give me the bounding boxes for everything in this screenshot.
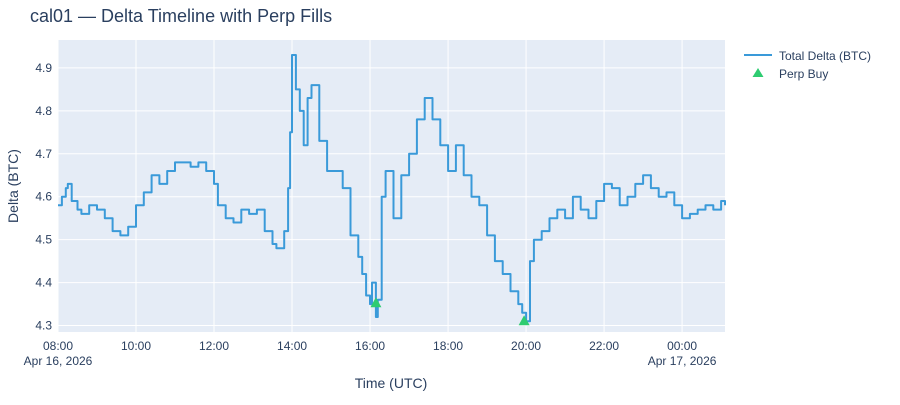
y-axis-ticks: 4.3 4.4 4.5 4.6 4.7 4.8 4.9 <box>35 61 52 333</box>
perp-buy-marker[interactable] <box>370 297 382 308</box>
x-tick-date-label: Apr 17, 2026 <box>648 354 717 368</box>
y-tick-label: 4.8 <box>35 104 52 118</box>
series-layer <box>58 54 726 323</box>
marker-layer <box>370 297 530 326</box>
x-tick-label: 18:00 <box>433 339 463 353</box>
y-tick-label: 4.9 <box>35 61 52 75</box>
grid-lines <box>57 40 725 332</box>
y-tick-label: 4.5 <box>35 233 52 247</box>
legend-triangle-icon <box>752 68 764 77</box>
x-tick-label: 16:00 <box>355 339 385 353</box>
x-tick-label: 14:00 <box>277 339 307 353</box>
y-tick-label: 4.7 <box>35 147 52 161</box>
x-tick-label: 12:00 <box>199 339 229 353</box>
legend-label-perp-buy: Perp Buy <box>779 67 828 81</box>
y-tick-label: 4.6 <box>35 190 52 204</box>
y-tick-label: 4.4 <box>35 276 52 290</box>
x-tick-label: 00:00 <box>667 339 697 353</box>
legend-item-total-delta[interactable]: Total Delta (BTC) <box>744 49 871 63</box>
plot-area[interactable] <box>58 40 725 332</box>
perp-buy-marker[interactable] <box>518 315 530 326</box>
legend-item-perp-buy[interactable]: Perp Buy <box>752 67 829 81</box>
y-tick-label: 4.3 <box>35 319 52 333</box>
x-tick-label: 20:00 <box>511 339 541 353</box>
x-tick-label: 22:00 <box>589 339 619 353</box>
x-tick-date-label: Apr 16, 2026 <box>24 354 93 368</box>
x-axis-label: Time (UTC) <box>355 375 428 391</box>
legend: Total Delta (BTC) Perp Buy <box>744 49 871 81</box>
legend-label-total-delta: Total Delta (BTC) <box>779 49 871 63</box>
total-delta-line <box>58 54 726 323</box>
y-axis-label: Delta (BTC) <box>5 149 21 223</box>
chart-title: cal01 — Delta Timeline with Perp Fills <box>30 6 332 26</box>
x-tick-label: 10:00 <box>121 339 151 353</box>
x-tick-label: 08:00 <box>43 339 73 353</box>
